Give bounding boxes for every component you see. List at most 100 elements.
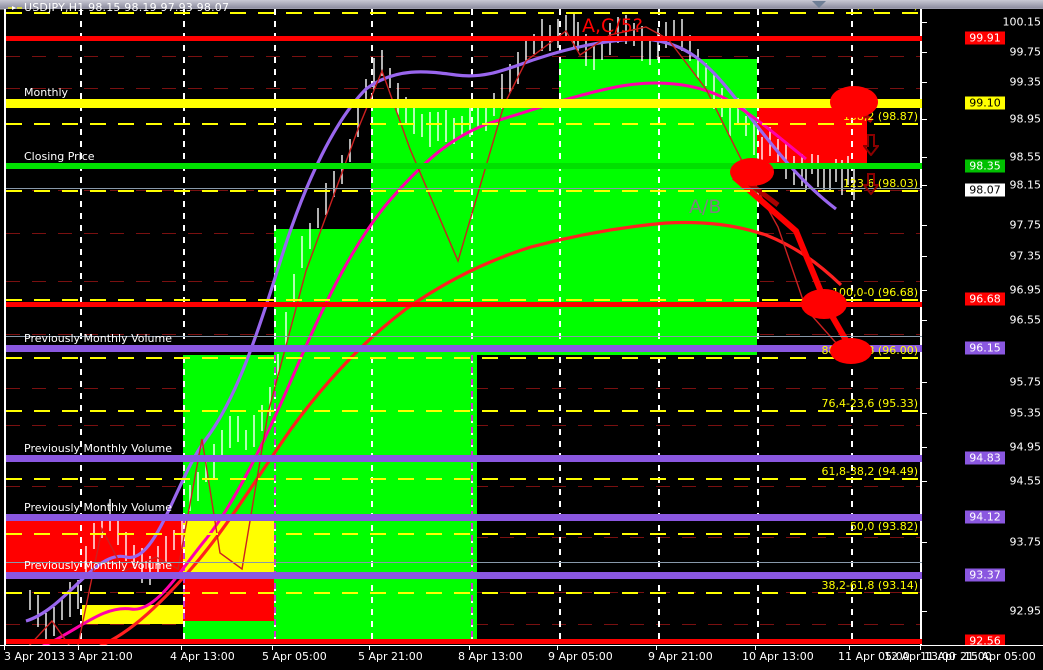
fib-label-8: 38,2-61,8 (93.14) (821, 579, 918, 592)
price-tick-mark-8 (922, 290, 927, 291)
price-tick-mark-10 (922, 382, 927, 383)
signal-ellipse-2 (730, 158, 774, 186)
signal-ellipse-4 (830, 338, 872, 364)
volume-line-3-label: Previously Monthly Volume (24, 501, 173, 514)
fib-label-5: 76,4-23,6 (95.33) (821, 397, 918, 410)
price-tick-2: 99.35 (1009, 75, 1042, 89)
price-tick-11: 95.35 (1009, 406, 1042, 420)
price-tick-mark-2 (922, 82, 927, 83)
support-tag-2[interactable]: 92.56 (965, 634, 1005, 648)
time-tick-mark-6 (557, 646, 558, 650)
gray-level-line-3 (6, 562, 922, 563)
resistance-tag[interactable]: 99.91 (965, 31, 1005, 45)
time-tick-mark-7 (656, 646, 657, 650)
time-tick-mark-3 (272, 646, 273, 650)
wave-label-ac5: A,C/5? (582, 15, 643, 37)
volume-tag-1[interactable]: 96.15 (965, 341, 1005, 355)
fib-line-5 (6, 410, 922, 412)
fib-label-7: 50,0 (93.82) (849, 520, 918, 533)
price-tick-5: 98.15 (1009, 178, 1042, 192)
neutral-zone-1 (183, 517, 274, 575)
price-scale[interactable]: 100.15 99.75 99.35 98.95 98.55 98.15 97.75 97.3… (920, 9, 1043, 648)
fib-label-2: 123,6 (98.03) (842, 177, 918, 190)
price-tick-0: 100.15 (1002, 15, 1042, 29)
fib-line-7 (6, 533, 922, 535)
gray-level-line-2 (6, 336, 922, 337)
price-tick-15: 92.95 (1009, 604, 1042, 618)
volume-tag-4[interactable]: 93.37 (965, 568, 1005, 582)
time-separator-6 (658, 9, 660, 645)
price-tick-mark-12 (922, 447, 927, 448)
price-chart-canvas[interactable]: Monthly Closing Price Previously Monthly V… (4, 9, 922, 645)
gray-level-line (6, 188, 922, 189)
volume-line-4-label: Previously Monthly Volume (24, 559, 173, 572)
time-tick-8: 10 Apr 13:00 (742, 650, 814, 663)
down-arrow-2 (861, 173, 881, 196)
time-separator-4 (471, 9, 473, 645)
ma-red-line (98, 220, 843, 645)
resistance-red-top[interactable] (6, 36, 922, 41)
time-tick-1: 3 Apr 21:00 (68, 650, 133, 663)
time-separator-8 (851, 9, 853, 645)
time-scale[interactable]: 3 Apr 2013 3 Apr 21:00 4 Apr 13:00 5 Apr 05… (0, 645, 1043, 670)
chart-line-icon (8, 6, 22, 10)
price-tick-mark-1 (922, 52, 927, 53)
support-red-mid[interactable] (6, 302, 922, 307)
volume-line-4[interactable] (6, 572, 922, 579)
price-tick-3: 98.95 (1009, 112, 1042, 126)
chevron-down-icon[interactable] (812, 1, 826, 8)
fib-line-3 (6, 299, 922, 301)
volume-line-2-label: Previously Monthly Volume (24, 442, 173, 455)
closing-price-line[interactable] (6, 163, 922, 169)
time-tick-4: 5 Apr 21:00 (358, 650, 423, 663)
time-tick-3: 5 Apr 05:00 (262, 650, 327, 663)
last-price-tag[interactable]: 98.07 (965, 183, 1005, 197)
price-tick-mark-13 (922, 481, 927, 482)
zone-separator-2 (183, 517, 185, 624)
signal-ellipse-3 (801, 289, 847, 319)
signal-ellipse-1 (830, 86, 878, 118)
support-red-bottom[interactable] (6, 639, 922, 644)
time-tick-10: 11 Apr 21:00 (920, 650, 992, 663)
price-tick-mark-4 (922, 157, 927, 158)
scrollbar-thumb[interactable] (0, 0, 1043, 8)
time-separator-2 (274, 9, 276, 645)
price-tick-13: 94.55 (1009, 474, 1042, 488)
volume-tag-2[interactable]: 94.83 (965, 451, 1005, 465)
volume-line-2[interactable] (6, 455, 922, 462)
symbol-header-text: USDJPY,H1 98.15 98.19 97.93 98.07 (24, 1, 230, 14)
price-tick-mark-11 (922, 413, 927, 414)
time-separator-1 (183, 9, 185, 645)
fib-line-2 (6, 190, 922, 192)
time-tick-mark-10 (920, 646, 921, 650)
zone-separator-0 (274, 355, 276, 643)
time-tick-9: 11 Apr 05:00 (838, 650, 910, 663)
fib-label-0: 161,8 (100.22) (836, 9, 918, 12)
fib-label-3: 100,0-0 (96.68) (831, 286, 918, 299)
time-tick-mark-0 (4, 646, 5, 650)
fib-line-6 (6, 478, 922, 480)
support-tag[interactable]: 96.68 (965, 292, 1005, 306)
monthly-tag[interactable]: 99.10 (965, 96, 1005, 110)
price-tick-10: 95.75 (1009, 375, 1042, 389)
volume-line-3[interactable] (6, 514, 922, 521)
time-tick-12: 15 Apr 05:00 (964, 650, 1036, 663)
symbol-header: USDJPY,H1 98.15 98.19 97.93 98.07 (8, 1, 229, 14)
grid-line-0 (6, 56, 922, 57)
monthly-yellow-line-label: Monthly (24, 86, 69, 99)
price-tick-mark-9 (922, 320, 927, 321)
volume-tag-3[interactable]: 94.12 (965, 510, 1005, 524)
time-separator-3 (371, 9, 373, 645)
zone-separator-1 (471, 355, 473, 643)
time-tick-mark-2 (181, 646, 182, 650)
down-arrow-1 (861, 134, 881, 157)
closing-price-tag[interactable]: 98.35 (965, 159, 1005, 173)
volume-line-1[interactable] (6, 345, 922, 352)
monthly-yellow-line[interactable] (6, 99, 922, 108)
price-tick-mark-15 (922, 611, 927, 612)
fib-line-8 (6, 592, 922, 594)
time-tick-11: 12 Apr 13:00 (884, 650, 956, 663)
time-tick-6: 9 Apr 05:00 (548, 650, 613, 663)
price-tick-mark-0 (922, 22, 927, 23)
